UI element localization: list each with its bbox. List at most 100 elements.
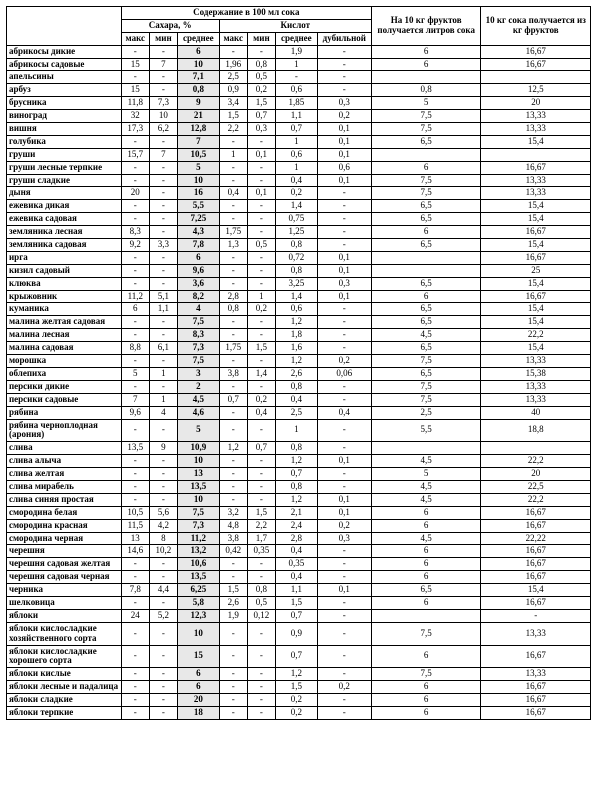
cell-name: арбуз (7, 84, 122, 97)
cell-need: 13,33 (481, 187, 591, 200)
cell-sugar-avg: 5,5 (177, 200, 219, 213)
cell-acid-avg: 1,2 (275, 355, 317, 368)
cell-acid-avg: - (275, 71, 317, 84)
cell-dub: 0,1 (317, 584, 371, 597)
cell-yield: 6,5 (371, 200, 480, 213)
cell-need (481, 148, 591, 161)
cell-acid-min: 0,2 (247, 393, 275, 406)
cell-acid-max: - (219, 493, 247, 506)
cell-acid-max: - (219, 694, 247, 707)
cell-need: 22,5 (481, 480, 591, 493)
cell-acid-max: 3,8 (219, 367, 247, 380)
cell-acid-avg: 0,4 (275, 174, 317, 187)
cell-yield: 6 (371, 681, 480, 694)
cell-acid-avg: 1,85 (275, 97, 317, 110)
table-row: брусника11,87,393,41,51,850,3520 (7, 97, 591, 110)
cell-yield: 4,5 (371, 493, 480, 506)
cell-acid-max: - (219, 45, 247, 58)
col-acid-dub: дубильной (317, 32, 371, 45)
table-row: земляника садовая9,23,37,81,30,50,8-6,51… (7, 239, 591, 252)
cell-acid-avg: 1,2 (275, 316, 317, 329)
cell-acid-avg: 0,72 (275, 251, 317, 264)
cell-acid-avg: 1,2 (275, 668, 317, 681)
cell-sugar-min: 4,4 (149, 584, 177, 597)
cell-acid-max: - (219, 558, 247, 571)
cell-sugar-max: 7,8 (121, 584, 149, 597)
cell-name: слива мирабель (7, 480, 122, 493)
cell-sugar-max: - (121, 135, 149, 148)
cell-sugar-min: 3,3 (149, 239, 177, 252)
cell-acid-max: 2,6 (219, 596, 247, 609)
cell-need: 22,2 (481, 329, 591, 342)
cell-dub: 0,1 (317, 123, 371, 136)
cell-name: дыня (7, 187, 122, 200)
cell-dub: - (317, 84, 371, 97)
cell-dub: - (317, 316, 371, 329)
table-row: голубика--7--10,16,515,4 (7, 135, 591, 148)
cell-sugar-min: 5,1 (149, 290, 177, 303)
cell-dub: - (317, 58, 371, 71)
cell-acid-avg: 2,1 (275, 506, 317, 519)
cell-yield: 4,5 (371, 329, 480, 342)
cell-need: 12,5 (481, 84, 591, 97)
cell-sugar-avg: 11,2 (177, 532, 219, 545)
cell-acid-min: 0,2 (247, 303, 275, 316)
cell-acid-max: 0,9 (219, 84, 247, 97)
cell-dub: 0,1 (317, 264, 371, 277)
cell-sugar-avg: 3,6 (177, 277, 219, 290)
cell-sugar-avg: 10 (177, 174, 219, 187)
cell-acid-avg: 0,2 (275, 187, 317, 200)
cell-sugar-max: - (121, 493, 149, 506)
cell-sugar-avg: 20 (177, 694, 219, 707)
cell-acid-max: - (219, 419, 247, 442)
cell-acid-min: - (247, 380, 275, 393)
cell-acid-max: - (219, 355, 247, 368)
cell-name: черешня (7, 545, 122, 558)
cell-dub: 0,3 (317, 532, 371, 545)
cell-yield: 7,5 (371, 187, 480, 200)
cell-yield: 6,5 (371, 277, 480, 290)
cell-need: 13,33 (481, 174, 591, 187)
cell-name: вишня (7, 123, 122, 136)
cell-acid-min: - (247, 251, 275, 264)
cell-sugar-avg: 12,3 (177, 609, 219, 622)
cell-acid-min: 1 (247, 290, 275, 303)
cell-acid-avg: 2,5 (275, 406, 317, 419)
cell-acid-min: 2,2 (247, 519, 275, 532)
cell-need: 13,33 (481, 380, 591, 393)
cell-acid-max: - (219, 161, 247, 174)
table-row: смородина черная13811,23,81,72,80,34,522… (7, 532, 591, 545)
cell-sugar-max: - (121, 316, 149, 329)
cell-sugar-min: 7 (149, 148, 177, 161)
cell-sugar-min: - (149, 264, 177, 277)
cell-sugar-avg: 15 (177, 645, 219, 668)
cell-acid-min: 1,7 (247, 532, 275, 545)
table-row: ежевика дикая--5,5--1,4-6,515,4 (7, 200, 591, 213)
cell-yield: 0,8 (371, 84, 480, 97)
cell-sugar-avg: 12,8 (177, 123, 219, 136)
cell-yield: 6 (371, 558, 480, 571)
cell-yield: 6 (371, 45, 480, 58)
table-row: вишня17,36,212,82,20,30,70,17,513,33 (7, 123, 591, 136)
cell-dub: 0,1 (317, 148, 371, 161)
cell-sugar-avg: 13 (177, 468, 219, 481)
cell-acid-max: 0,42 (219, 545, 247, 558)
cell-sugar-min: - (149, 277, 177, 290)
cell-sugar-min: 6,2 (149, 123, 177, 136)
cell-acid-max: - (219, 200, 247, 213)
cell-sugar-avg: 18 (177, 706, 219, 719)
cell-acid-max: - (219, 706, 247, 719)
cell-name: рябина (7, 406, 122, 419)
cell-acid-avg: 0,7 (275, 123, 317, 136)
cell-acid-max: 1,75 (219, 226, 247, 239)
cell-name: малина лесная (7, 329, 122, 342)
cell-name: черника (7, 584, 122, 597)
cell-sugar-avg: 8,2 (177, 290, 219, 303)
cell-name: крыжовник (7, 290, 122, 303)
cell-acid-min: - (247, 480, 275, 493)
cell-dub: 0,3 (317, 277, 371, 290)
cell-sugar-max: - (121, 596, 149, 609)
cell-need: 13,33 (481, 123, 591, 136)
col-acid: Кислот (219, 19, 371, 32)
cell-sugar-avg: 13,5 (177, 480, 219, 493)
